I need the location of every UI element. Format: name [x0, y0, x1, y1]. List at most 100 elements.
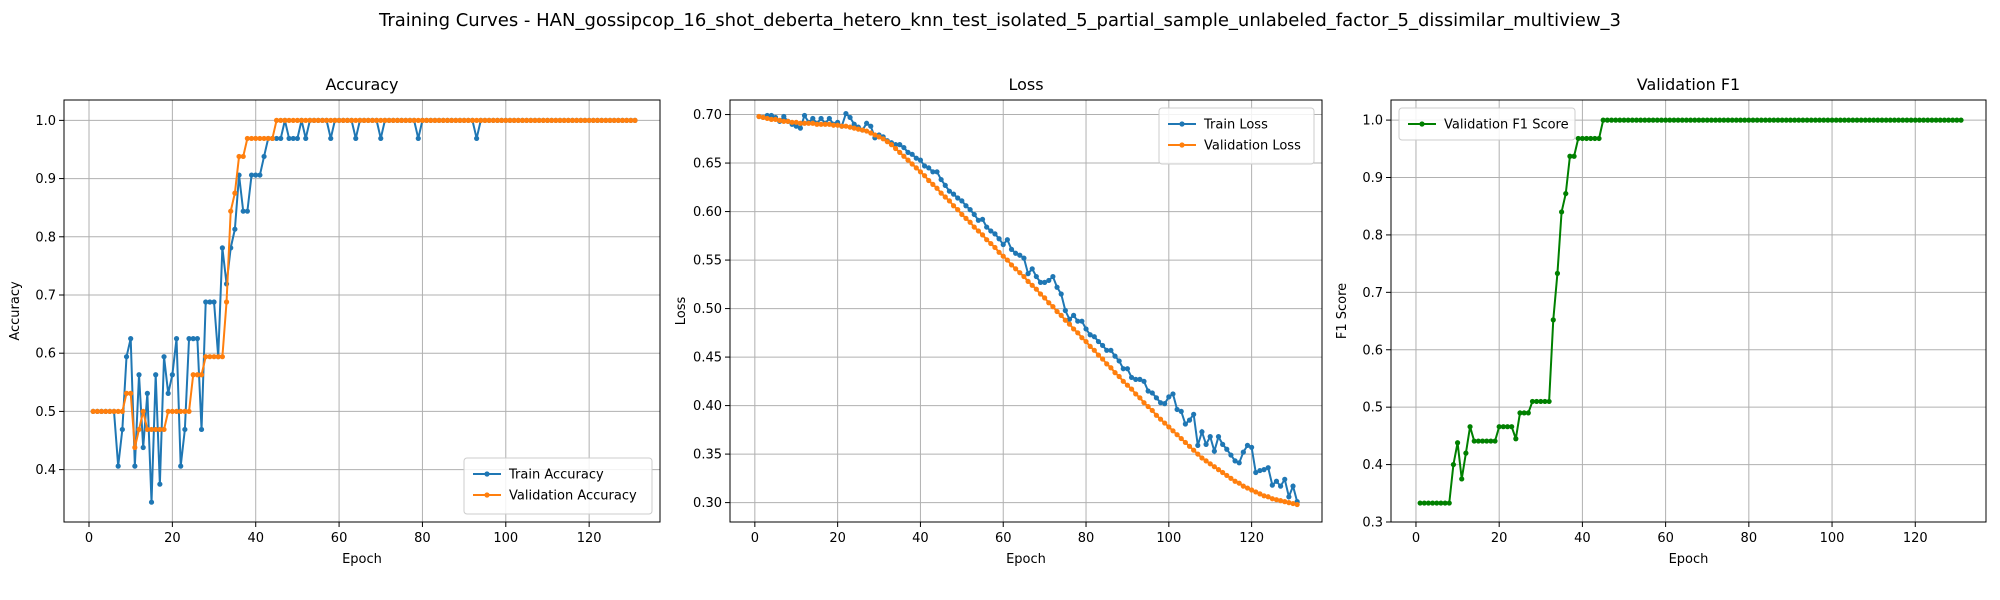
data-point — [1021, 273, 1027, 280]
data-point — [344, 117, 351, 123]
data-point — [599, 117, 605, 123]
data-point — [140, 408, 146, 415]
data-point — [1203, 458, 1209, 464]
data-point — [257, 135, 263, 142]
x-tick-label: 40 — [1574, 531, 1591, 546]
y-tick-label: 0.50 — [693, 302, 722, 317]
data-point — [1037, 279, 1044, 285]
data-point — [428, 117, 434, 123]
data-point — [286, 117, 292, 123]
data-point — [173, 408, 180, 415]
y-tick-label: 0.45 — [693, 351, 722, 366]
data-point — [826, 115, 832, 122]
y-tick-label: 0.5 — [35, 405, 56, 420]
data-point — [872, 132, 878, 138]
data-point — [1066, 316, 1073, 322]
data-point — [1613, 117, 1619, 123]
data-point — [930, 169, 936, 175]
data-point — [992, 244, 998, 251]
data-point — [1467, 424, 1473, 430]
data-point — [1186, 443, 1193, 449]
data-point — [1236, 460, 1242, 466]
data-point — [248, 172, 255, 178]
data-point — [465, 117, 471, 123]
data-point — [1679, 117, 1685, 123]
legend-box — [1158, 107, 1315, 165]
data-point — [1191, 447, 1197, 453]
data-point — [1025, 271, 1031, 277]
data-point — [1758, 117, 1764, 123]
data-point — [797, 125, 803, 131]
data-point — [1120, 366, 1126, 372]
axes-frame — [729, 99, 1323, 523]
data-point — [988, 240, 994, 247]
data-point — [942, 182, 948, 188]
data-point — [1804, 117, 1810, 123]
data-point — [111, 408, 117, 415]
data-point — [1257, 491, 1263, 497]
data-point — [1211, 448, 1217, 454]
data-point — [864, 120, 870, 126]
data-point — [603, 117, 609, 123]
data-point — [1650, 117, 1656, 123]
data-point — [240, 208, 246, 214]
data-point — [868, 130, 874, 136]
data-point — [1638, 117, 1644, 123]
data-point — [415, 117, 421, 123]
data-point — [1244, 442, 1251, 448]
data-point — [847, 114, 853, 121]
data-point — [1037, 291, 1044, 297]
data-point — [390, 117, 396, 123]
data-point — [240, 153, 246, 160]
legend-label: Validation Accuracy — [509, 489, 637, 504]
data-point — [1042, 295, 1048, 301]
data-point — [768, 116, 775, 122]
data-point — [1704, 117, 1710, 123]
data-point — [830, 122, 837, 128]
data-point — [1033, 273, 1039, 280]
data-point — [938, 190, 944, 196]
data-point — [1008, 262, 1015, 268]
data-point — [419, 117, 426, 123]
data-point — [1792, 117, 1798, 123]
data-point — [1083, 338, 1089, 345]
data-point — [797, 120, 803, 126]
data-point — [1708, 117, 1714, 123]
data-point — [768, 112, 775, 119]
data-point — [1141, 400, 1147, 406]
data-point — [1282, 499, 1288, 505]
data-point — [1463, 450, 1469, 456]
data-point — [632, 117, 638, 123]
data-point — [469, 117, 476, 123]
y-tick-label: 0.35 — [693, 448, 722, 463]
data-point — [207, 299, 213, 305]
data-point — [1178, 408, 1184, 415]
data-point — [1071, 326, 1077, 332]
data-point — [386, 117, 392, 123]
data-point — [107, 408, 113, 415]
data-point — [1004, 237, 1010, 243]
data-point — [453, 117, 459, 123]
data-point — [307, 117, 313, 123]
data-point — [1945, 117, 1952, 123]
data-point — [1933, 117, 1939, 123]
data-point — [182, 426, 188, 433]
series-validation-accuracy — [90, 117, 638, 451]
data-point — [1513, 436, 1519, 442]
data-point — [1236, 480, 1242, 486]
data-point — [1157, 400, 1164, 406]
data-point — [486, 117, 492, 123]
data-point — [232, 226, 238, 232]
data-point — [1104, 347, 1110, 353]
data-point — [1004, 257, 1010, 263]
data-point — [1054, 308, 1060, 315]
data-point — [1829, 117, 1835, 123]
data-point — [186, 408, 192, 415]
data-point — [1249, 487, 1255, 493]
data-point — [1958, 117, 1964, 123]
data-point — [1891, 117, 1898, 123]
data-point — [1696, 117, 1702, 123]
data-point — [1273, 478, 1280, 484]
data-point — [1808, 117, 1814, 123]
data-point — [244, 208, 250, 214]
